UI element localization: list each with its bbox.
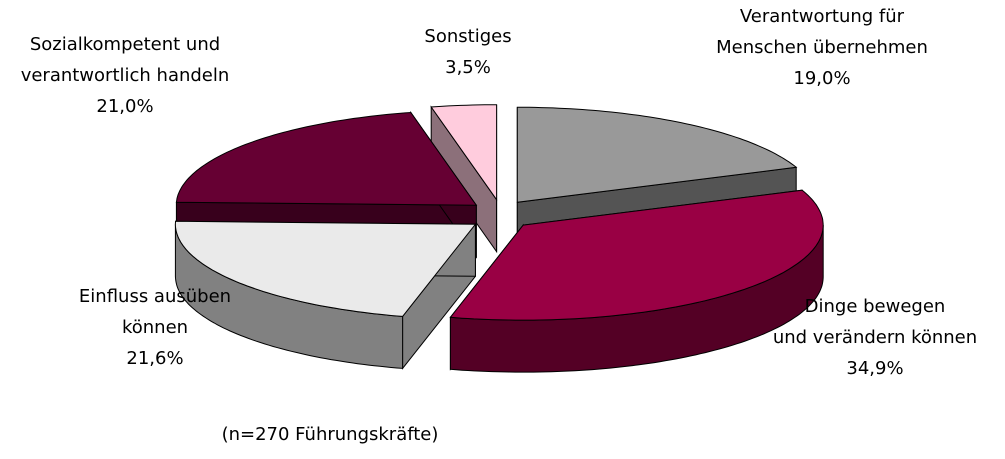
slice xyxy=(449,189,824,373)
slice-top xyxy=(174,220,477,317)
value-label: 21,0% xyxy=(96,96,153,117)
category-label: Sonstiges xyxy=(424,26,511,47)
slice-top xyxy=(175,111,478,206)
slice-top xyxy=(430,104,498,202)
slice-top xyxy=(449,189,824,321)
category-label: Einfluss ausüben können xyxy=(79,286,231,338)
value-label: 19,0% xyxy=(793,68,850,89)
value-label: 34,9% xyxy=(846,358,903,379)
annotation: (n=270 Führungskräfte) xyxy=(222,424,439,445)
slice-top xyxy=(516,106,798,203)
category-label: Dinge bewegen und verändern können xyxy=(773,296,977,348)
value-label: 3,5% xyxy=(445,57,491,78)
slice xyxy=(174,220,477,370)
value-label: 21,6% xyxy=(126,348,183,369)
category-label: Verantwortung für Menschen übernehmen xyxy=(716,6,928,58)
category-label: Sozialkompetent und verantwortlich handel… xyxy=(21,34,230,86)
slice xyxy=(430,104,498,254)
